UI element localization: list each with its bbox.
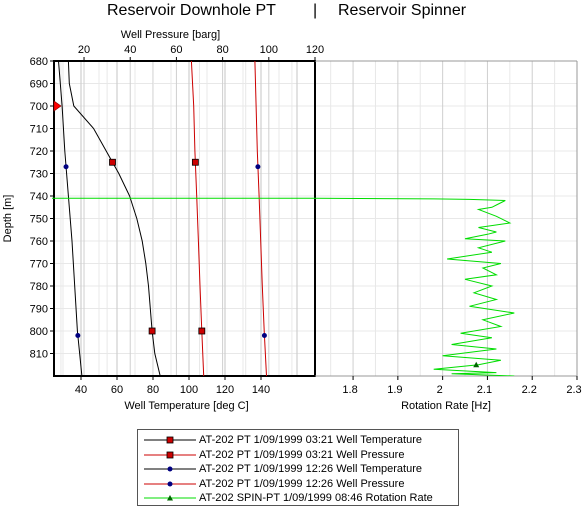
pressure-tick-label: 40 — [124, 44, 136, 56]
series-marker-3 — [75, 333, 81, 338]
right-panel-title: Reservoir Spinner — [338, 2, 467, 19]
series-marker-1 — [109, 158, 116, 166]
temperature-tick-label: 120 — [216, 384, 234, 396]
series-marker-3 — [63, 164, 69, 170]
y-tick-label: 710 — [30, 124, 48, 136]
series-3 — [58, 61, 83, 376]
y-tick-label: 720 — [30, 146, 48, 158]
rotation-tick-label: 2.2 — [522, 384, 537, 396]
temperature-tick-label: 140 — [252, 384, 270, 396]
rotation-tick-label: 2.1 — [477, 384, 492, 396]
pressure-tick-label: 20 — [78, 44, 90, 56]
pressure-tick-label: 100 — [260, 44, 278, 56]
series-line-spinner — [314, 197, 515, 376]
temperature-tick-label: 80 — [147, 384, 159, 396]
left-panel-title: Reservoir Downhole PT — [107, 2, 276, 19]
y-tick-label: 810 — [30, 349, 48, 361]
y-tick-label: 690 — [30, 79, 48, 91]
legend-item: AT-202 PT 1/09/1999 03:21 Well Pressure — [144, 448, 458, 463]
legend-label: AT-202 PT 1/09/1999 03:21 Well Pressure — [199, 448, 405, 461]
series-spinner — [314, 197, 515, 376]
series-line-2 — [190, 61, 205, 376]
series-marker-4 — [261, 333, 267, 338]
y-tick-label: 680 — [30, 56, 48, 68]
series-marker-1 — [148, 327, 156, 335]
chart-legend: AT-202 PT 1/09/1999 03:21 Well Temperatu… — [137, 429, 459, 506]
y-tick-label: 740 — [30, 191, 48, 203]
y-tick-label: 800 — [30, 326, 48, 338]
legend-label: AT-202 SPIN-PT 1/09/1999 08:46 Rotation … — [199, 492, 433, 505]
series-1 — [67, 61, 161, 376]
y-tick-label: 780 — [30, 281, 48, 293]
series-marker-2 — [198, 327, 206, 335]
legend-swatch-circle-icon — [144, 463, 196, 475]
series-2 — [190, 61, 205, 376]
legend-label: AT-202 PT 1/09/1999 03:21 Well Temperatu… — [199, 434, 422, 447]
series-line-1 — [67, 61, 161, 376]
temperature-tick-label: 60 — [111, 384, 123, 396]
depth-marker-icon — [53, 100, 62, 112]
series-line-3 — [58, 61, 83, 376]
y-tick-label: 790 — [30, 304, 48, 316]
series-marker-4 — [255, 164, 261, 170]
rotation-axis-label: Rotation Rate [Hz] — [401, 400, 491, 412]
y-tick-label: 770 — [30, 259, 48, 271]
temperature-tick-label: 40 — [75, 384, 87, 396]
legend-swatch-triangle-icon — [144, 492, 196, 504]
pressure-tick-label: 120 — [306, 44, 324, 56]
temperature-tick-label: 100 — [180, 384, 198, 396]
y-axis-label: Depth [m] — [2, 195, 14, 243]
y-tick-label: 750 — [30, 214, 48, 226]
legend-item: AT-202 PT 1/09/1999 03:21 Well Temperatu… — [144, 433, 458, 448]
y-tick-label: 700 — [30, 101, 48, 113]
rotation-tick-label: 1.8 — [342, 384, 357, 396]
temperature-axis-label: Well Temperature [deg C] — [124, 400, 248, 412]
rotation-tick-label: 1.9 — [387, 384, 402, 396]
series-4 — [254, 61, 267, 376]
series-line-4 — [254, 61, 267, 376]
rotation-tick-label: 2 — [437, 384, 443, 396]
series-marker-2 — [191, 158, 199, 166]
y-tick-label: 730 — [30, 169, 48, 181]
title-separator: | — [313, 2, 318, 19]
legend-item: AT-202 PT 1/09/1999 12:26 Well Temperatu… — [144, 462, 458, 477]
series-marker-spinner — [473, 361, 480, 368]
pressure-tick-label: 60 — [170, 44, 182, 56]
legend-label: AT-202 PT 1/09/1999 12:26 Well Pressure — [199, 477, 405, 490]
legend-label: AT-202 PT 1/09/1999 12:26 Well Temperatu… — [199, 463, 422, 476]
pressure-axis-label: Well Pressure [barg] — [121, 29, 220, 41]
legend-swatch-circle-icon — [144, 478, 196, 490]
pressure-tick-label: 80 — [216, 44, 228, 56]
legend-swatch-square-icon — [144, 434, 196, 446]
legend-swatch-square-icon — [144, 449, 196, 461]
legend-item: AT-202 PT 1/09/1999 12:26 Well Pressure — [144, 477, 458, 492]
y-tick-label: 760 — [30, 236, 48, 248]
chart-canvas: 680 690 700 710 720 730 740 750 760 770 780 790 800 8… — [2, 29, 582, 412]
legend-item: AT-202 SPIN-PT 1/09/1999 08:46 Rotation … — [144, 491, 458, 506]
rotation-tick-label: 2.3 — [566, 384, 581, 396]
